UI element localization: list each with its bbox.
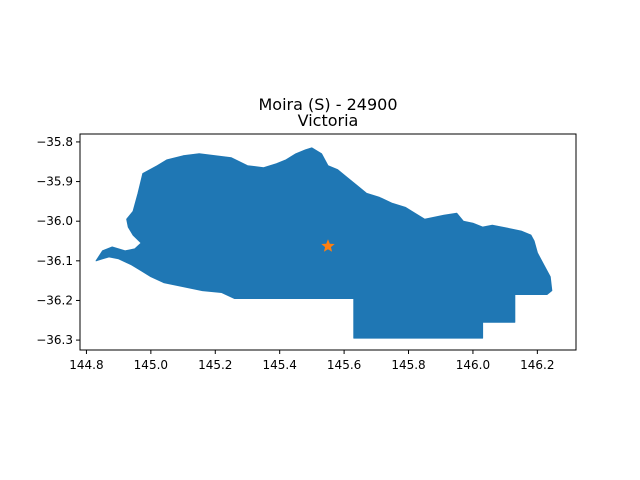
region-shape [95,147,553,339]
x-tick-label: 145.2 [198,358,232,372]
axes-frame [79,133,577,351]
y-tick-label: −36.0 [36,214,73,228]
x-tick-label: 146.2 [520,358,554,372]
x-tick-label: 145.6 [327,358,361,372]
x-tick-label: 145.8 [391,358,425,372]
x-tick-label: 144.8 [69,358,103,372]
y-tick-label: −36.3 [36,333,73,347]
y-tick-label: −35.9 [36,175,73,189]
x-axis: 144.8 145.0 145.2 145.4 145.6 145.8 146.0 146.2 [69,350,555,372]
y-tick-label: −36.2 [36,293,73,307]
x-tick-label: 146.0 [456,358,490,372]
y-tick-label: −35.8 [36,135,73,149]
chart-title: Moira (S) - 24900 [259,95,398,114]
y-tick-label: −36.1 [36,254,73,268]
y-axis: −35.8 −35.9 −36.0 −36.1 −36.2 −36.3 [36,135,80,347]
x-tick-label: 145.4 [263,358,297,372]
plot-area [95,147,553,339]
chart-subtitle: Victoria [298,111,359,130]
centroid-star-marker [321,239,335,252]
x-tick-label: 145.0 [134,358,168,372]
